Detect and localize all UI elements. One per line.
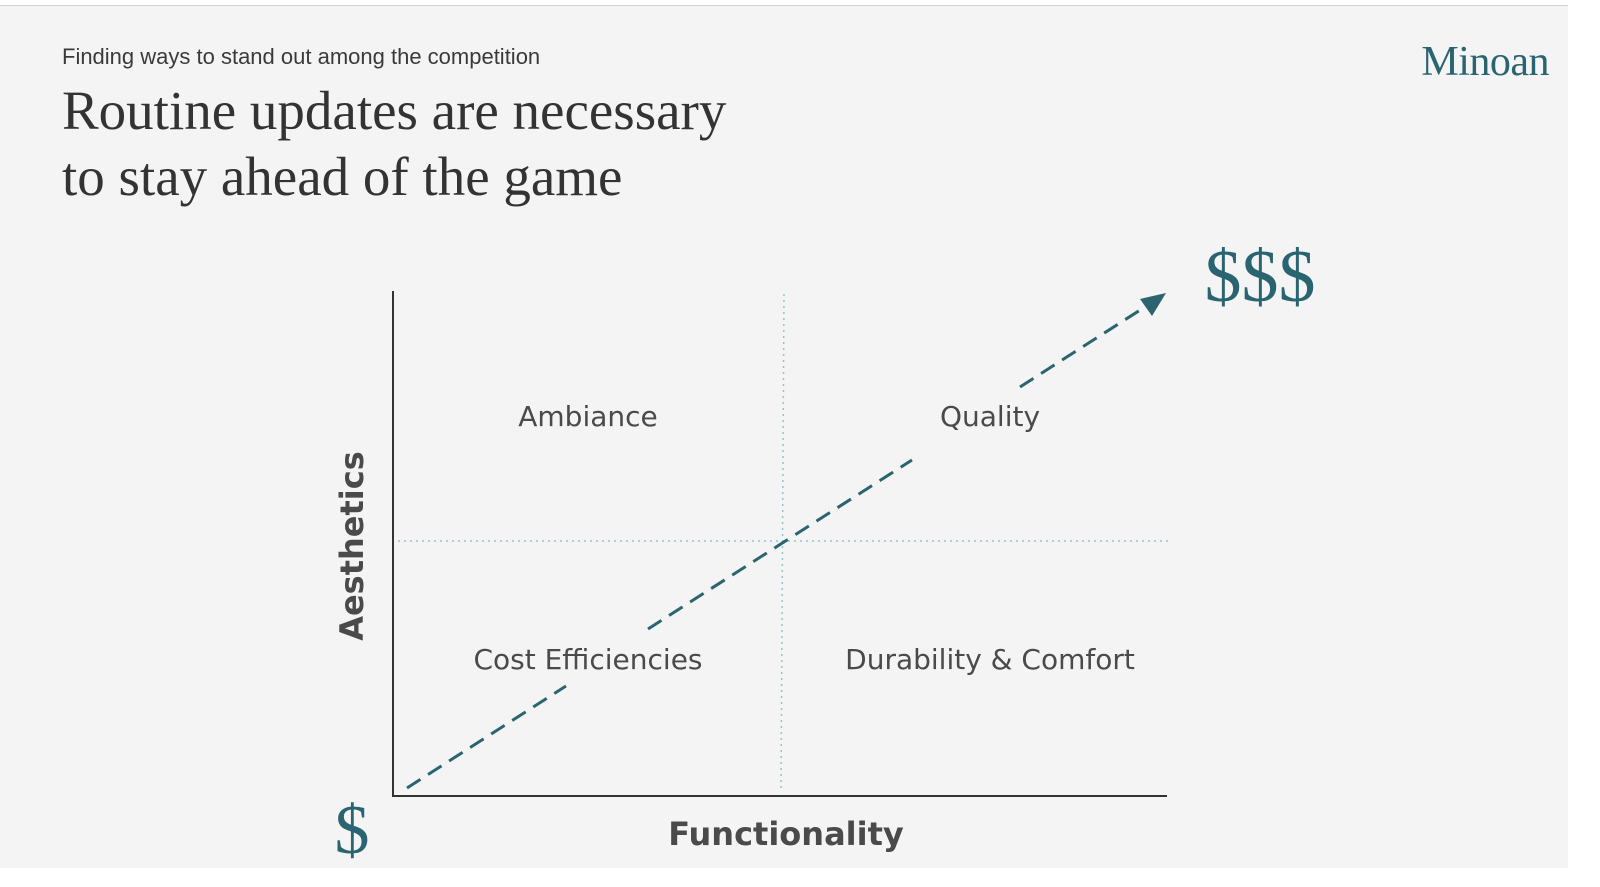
- slide-title-line-2: to stay ahead of the game: [62, 146, 623, 207]
- quadrant-label-ambiance: Ambiance: [518, 400, 658, 433]
- quadrant-label-durability-comfort: Durability & Comfort: [845, 643, 1135, 676]
- slide-title-line-1: Routine updates are necessary: [62, 80, 727, 141]
- x-axis-label: Functionality: [668, 815, 904, 853]
- top-strip: [0, 0, 1600, 5]
- high-cost-label: $$$: [1205, 236, 1316, 318]
- vertical-divider: [780, 293, 785, 792]
- y-axis-label: Aesthetics: [333, 451, 371, 641]
- slide: Finding ways to stand out among the comp…: [0, 5, 1568, 868]
- brand-logo: Minoan: [1421, 39, 1549, 85]
- quadrant-label-quality: Quality: [940, 400, 1040, 433]
- right-gutter: [1568, 0, 1600, 887]
- slide-title: Routine updates are necessary to stay ah…: [62, 78, 726, 210]
- arrow-head-icon: [1140, 293, 1166, 316]
- slide-eyebrow: Finding ways to stand out among the comp…: [62, 44, 541, 69]
- quadrant-label-cost-efficiencies: Cost Efficiencies: [473, 643, 702, 676]
- quadrant-diagram: Ambiance Quality Cost Efficiencies Durab…: [333, 236, 1316, 868]
- trend-arrow: [406, 303, 1149, 790]
- low-cost-label: $: [335, 792, 370, 868]
